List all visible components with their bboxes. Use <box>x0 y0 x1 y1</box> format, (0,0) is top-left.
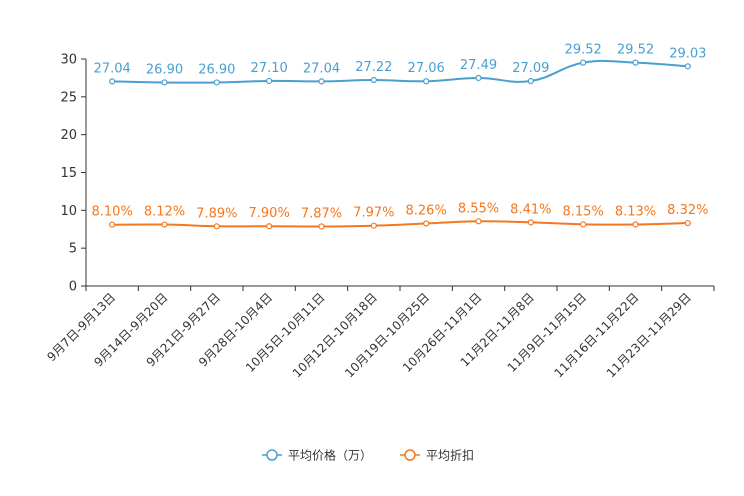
series-1-data-label: 8.13% <box>615 204 656 219</box>
series-1-data-label: 7.89% <box>196 206 237 221</box>
series-0-point[interactable] <box>684 63 691 70</box>
series-1-data-label: 8.32% <box>667 203 708 218</box>
legend-marker-icon <box>266 449 278 461</box>
series-points <box>109 59 691 230</box>
series-1-point[interactable] <box>423 220 430 227</box>
y-tick-label: 10 <box>60 204 77 219</box>
series-1-data-label: 7.97% <box>353 206 394 221</box>
series-1-data-label: 8.10% <box>92 205 133 220</box>
series-0-point[interactable] <box>527 77 534 85</box>
series-0-point[interactable] <box>632 59 639 66</box>
series-0-data-label: 27.49 <box>460 58 497 73</box>
series-1-data-label: 8.41% <box>510 202 551 217</box>
y-tick-label: 0 <box>69 280 77 295</box>
series-0-data-label: 29.03 <box>669 46 706 61</box>
series-1-point[interactable] <box>527 219 534 226</box>
series-0-point[interactable] <box>423 78 430 85</box>
series-1-point[interactable] <box>475 218 482 225</box>
series-line-1 <box>112 220 688 228</box>
y-tick-label: 5 <box>69 242 77 257</box>
series-1-point[interactable] <box>161 221 168 228</box>
series-0-point[interactable] <box>213 79 220 86</box>
y-tick-label: 15 <box>60 166 77 181</box>
series-0-data-label: 27.04 <box>303 61 340 76</box>
legend-label: 平均价格（万） <box>288 448 372 463</box>
series-lines <box>112 59 688 228</box>
legend[interactable]: 平均价格（万） 平均折扣 <box>262 448 474 463</box>
series-1-data-label: 8.12% <box>144 205 185 220</box>
series-line-0 <box>112 59 688 84</box>
series-1-data-label: 7.90% <box>249 206 290 221</box>
legend-label: 平均折扣 <box>426 448 474 463</box>
y-tick-label: 30 <box>60 53 77 68</box>
series-0-data-label: 29.52 <box>617 43 654 58</box>
y-tick-label: 25 <box>60 90 77 105</box>
legend-marker-icon <box>404 449 416 461</box>
legend-item-0[interactable]: 平均价格（万） <box>262 448 372 463</box>
series-1-data-label: 8.26% <box>406 203 447 218</box>
data-labels: 27.04 26.90 26.90 27.10 27.04 27.22 27.06 27.49… <box>92 43 709 222</box>
series-1-point[interactable] <box>632 221 639 228</box>
series-1-point[interactable] <box>266 223 273 230</box>
series-0-data-label: 27.04 <box>94 61 131 76</box>
series-0-point[interactable] <box>475 74 482 82</box>
series-0-data-label: 29.52 <box>565 43 602 58</box>
series-1-data-label: 8.15% <box>563 204 604 219</box>
series-1-point[interactable] <box>370 222 377 229</box>
series-0-data-label: 27.22 <box>355 60 392 75</box>
series-1-data-label: 8.55% <box>458 201 499 216</box>
series-1-point[interactable] <box>109 221 116 228</box>
series-0-data-label: 26.90 <box>198 62 235 77</box>
series-0-point[interactable] <box>318 78 325 85</box>
series-0-point[interactable] <box>580 59 587 66</box>
series-1-point[interactable] <box>318 223 325 230</box>
series-0-data-label: 26.90 <box>146 62 183 77</box>
series-0-point[interactable] <box>266 77 273 85</box>
series-0-point[interactable] <box>370 76 377 84</box>
series-1-point[interactable] <box>213 223 220 230</box>
series-0-data-label: 27.09 <box>512 61 549 76</box>
series-0-point[interactable] <box>109 78 116 85</box>
legend-item-1[interactable]: 平均折扣 <box>400 448 474 463</box>
y-tick-label: 20 <box>60 128 77 143</box>
series-1-data-label: 7.87% <box>301 206 342 221</box>
series-0-point[interactable] <box>161 79 168 86</box>
series-0-data-label: 27.10 <box>251 61 288 76</box>
series-1-point[interactable] <box>684 219 691 227</box>
series-0-data-label: 27.06 <box>408 61 445 76</box>
series-1-point[interactable] <box>580 221 587 228</box>
